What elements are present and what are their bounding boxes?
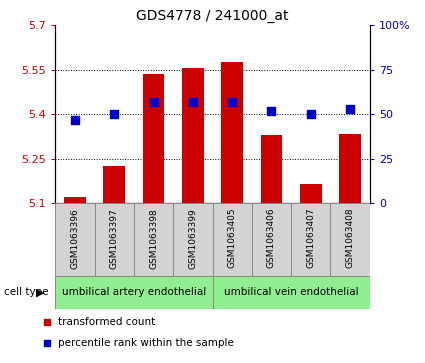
- Bar: [64, 197, 86, 203]
- Bar: [134, 203, 173, 276]
- Bar: [212, 276, 370, 309]
- Point: [44, 340, 51, 346]
- Title: GDS4778 / 241000_at: GDS4778 / 241000_at: [136, 9, 289, 23]
- Point: [190, 99, 196, 105]
- Text: GSM1063399: GSM1063399: [188, 208, 197, 269]
- Text: GSM1063397: GSM1063397: [110, 208, 119, 269]
- Bar: [143, 74, 164, 203]
- Point: [307, 111, 314, 117]
- Bar: [261, 135, 282, 203]
- Point: [229, 99, 235, 105]
- Bar: [331, 203, 370, 276]
- Text: GSM1063406: GSM1063406: [267, 208, 276, 269]
- Text: percentile rank within the sample: percentile rank within the sample: [57, 338, 233, 347]
- Point: [150, 99, 157, 105]
- Text: umbilical vein endothelial: umbilical vein endothelial: [224, 287, 358, 297]
- Bar: [103, 166, 125, 203]
- Text: umbilical artery endothelial: umbilical artery endothelial: [62, 287, 206, 297]
- Bar: [94, 203, 134, 276]
- Point: [268, 108, 275, 114]
- Bar: [291, 203, 331, 276]
- Bar: [252, 203, 291, 276]
- Text: GSM1063396: GSM1063396: [71, 208, 79, 269]
- Bar: [55, 203, 94, 276]
- Bar: [55, 276, 212, 309]
- Bar: [182, 68, 204, 203]
- Text: GSM1063405: GSM1063405: [228, 208, 237, 269]
- Text: GSM1063408: GSM1063408: [346, 208, 354, 269]
- Bar: [212, 203, 252, 276]
- Bar: [221, 62, 243, 203]
- Text: ▶: ▶: [36, 287, 45, 297]
- Bar: [339, 134, 361, 203]
- Text: GSM1063407: GSM1063407: [306, 208, 315, 269]
- Point: [347, 106, 354, 112]
- Point: [111, 111, 118, 117]
- Text: GSM1063398: GSM1063398: [149, 208, 158, 269]
- Bar: [173, 203, 212, 276]
- Text: cell type: cell type: [4, 287, 49, 297]
- Bar: [300, 184, 322, 203]
- Point: [71, 117, 78, 123]
- Text: transformed count: transformed count: [57, 317, 155, 327]
- Point: [44, 319, 51, 325]
